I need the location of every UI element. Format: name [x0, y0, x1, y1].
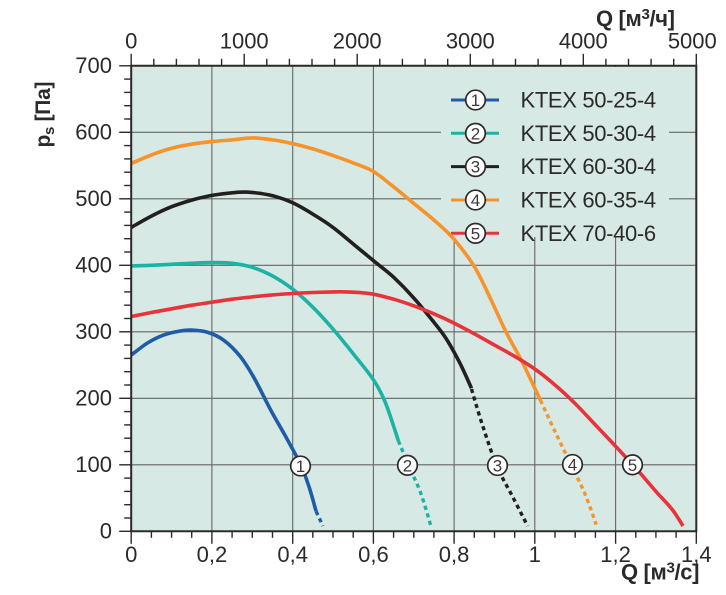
svg-text:2000: 2000 — [333, 29, 382, 54]
svg-text:Q [м3/ч]: Q [м3/ч] — [596, 6, 675, 31]
svg-text:0: 0 — [125, 29, 137, 54]
svg-text:3000: 3000 — [446, 29, 495, 54]
svg-text:2: 2 — [471, 124, 480, 143]
svg-text:2: 2 — [403, 456, 412, 475]
svg-text:4: 4 — [471, 191, 480, 210]
svg-text:1,2: 1,2 — [600, 542, 631, 567]
svg-text:KTEX 60-35-4: KTEX 60-35-4 — [521, 188, 656, 213]
svg-text:100: 100 — [75, 452, 112, 477]
svg-text:KTEX 70-40-6: KTEX 70-40-6 — [521, 221, 656, 246]
svg-text:3: 3 — [471, 158, 480, 177]
svg-text:5000: 5000 — [668, 29, 717, 54]
svg-text:0,4: 0,4 — [277, 542, 308, 567]
svg-text:600: 600 — [75, 120, 112, 145]
svg-text:KTEX 60-30-4: KTEX 60-30-4 — [521, 154, 656, 179]
svg-text:1: 1 — [529, 542, 541, 567]
svg-text:0: 0 — [125, 542, 137, 567]
svg-text:Q [м3/с]: Q [м3/с] — [621, 560, 699, 585]
svg-text:5: 5 — [471, 224, 480, 243]
svg-text:4000: 4000 — [559, 29, 608, 54]
svg-text:5: 5 — [628, 456, 637, 475]
svg-text:KTEX 50-30-4: KTEX 50-30-4 — [521, 121, 656, 146]
svg-text:1: 1 — [471, 91, 480, 110]
svg-text:KTEX 50-25-4: KTEX 50-25-4 — [521, 88, 656, 113]
svg-text:300: 300 — [75, 319, 112, 344]
svg-text:0,8: 0,8 — [439, 542, 470, 567]
svg-text:3: 3 — [493, 457, 502, 476]
svg-text:1000: 1000 — [220, 29, 269, 54]
svg-text:ps [Па]: ps [Па] — [32, 82, 58, 148]
svg-text:700: 700 — [75, 53, 112, 78]
svg-text:0,2: 0,2 — [197, 542, 228, 567]
svg-text:0: 0 — [100, 519, 112, 544]
svg-text:200: 200 — [75, 386, 112, 411]
svg-text:4: 4 — [568, 456, 577, 475]
svg-text:400: 400 — [75, 253, 112, 278]
svg-text:1,4: 1,4 — [681, 542, 712, 567]
svg-text:1: 1 — [296, 457, 305, 476]
svg-text:500: 500 — [75, 186, 112, 211]
svg-text:0,6: 0,6 — [358, 542, 389, 567]
